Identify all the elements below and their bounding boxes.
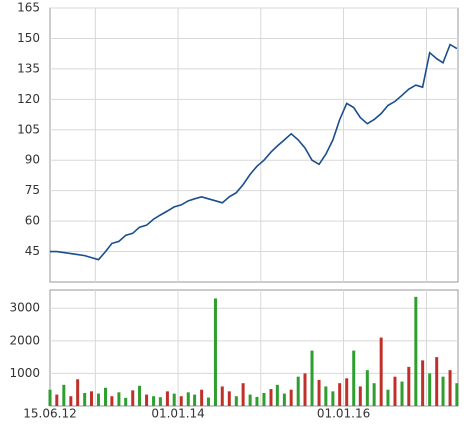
volume-bar: [117, 392, 121, 406]
volume-bar: [83, 392, 87, 406]
volume-bar: [179, 396, 183, 406]
volume-bar: [158, 397, 162, 406]
y-tick-label: 165: [17, 1, 40, 15]
volume-bar: [441, 376, 445, 406]
volume-bar: [372, 383, 376, 406]
volume-bar: [48, 389, 52, 406]
volume-bar: [97, 393, 101, 406]
y-tick-label: 1000: [9, 366, 40, 380]
volume-bar: [352, 350, 356, 406]
volume-bar: [131, 390, 135, 406]
y-tick-label: 90: [25, 153, 40, 167]
volume-bar: [76, 379, 80, 406]
volume-bar: [338, 383, 342, 406]
volume-bar: [200, 389, 204, 406]
x-tick-label: 01.01.14: [151, 407, 204, 421]
volume-bar: [262, 392, 266, 406]
volume-bar: [255, 396, 259, 406]
volume-bar: [193, 394, 197, 406]
y-tick-label: 120: [17, 92, 40, 106]
volume-bar: [455, 383, 459, 406]
volume-bar: [62, 384, 66, 406]
volume-bar: [296, 376, 300, 406]
y-tick-label: 135: [17, 61, 40, 75]
volume-bar: [89, 391, 93, 406]
volume-bar: [138, 385, 142, 406]
volume-bar: [213, 298, 217, 406]
y-tick-label: 2000: [9, 333, 40, 347]
volume-bar: [234, 396, 238, 406]
volume-panel: [49, 289, 459, 407]
price-line: [50, 43, 458, 261]
y-tick-label: 60: [25, 214, 40, 228]
volume-bar: [220, 386, 224, 406]
volume-bar: [331, 391, 335, 406]
volume-bar: [269, 389, 273, 406]
volume-bar: [227, 391, 231, 406]
x-tick-label: 01.01.16: [317, 407, 370, 421]
volume-bar: [303, 373, 307, 406]
price-panel: [49, 7, 459, 283]
volume-bar: [448, 370, 452, 406]
volume-bar: [289, 389, 293, 406]
volume-bar: [206, 397, 210, 406]
y-tick-label: 45: [25, 244, 40, 258]
volume-bar: [407, 366, 411, 406]
volume-bar: [55, 394, 59, 406]
volume-bar: [421, 360, 425, 406]
volume-bar: [435, 357, 439, 406]
volume-bar: [310, 350, 314, 406]
volume-bar: [386, 389, 390, 406]
volume-bar: [345, 378, 349, 406]
volume-bar: [186, 392, 190, 406]
volume-bar: [358, 386, 362, 406]
volume-bar: [172, 393, 176, 406]
volume-bar: [165, 391, 169, 406]
volume-bar: [152, 396, 156, 406]
volume-bar: [414, 296, 418, 406]
y-tick-label: 105: [17, 122, 40, 136]
volume-bar: [248, 394, 252, 406]
volume-bar: [282, 393, 286, 406]
volume-bar: [275, 384, 279, 406]
volume-bar: [428, 373, 432, 406]
volume-bar: [104, 387, 108, 406]
volume-bar: [324, 386, 328, 406]
y-tick-label: 3000: [9, 301, 40, 315]
volume-bar: [317, 379, 321, 406]
volume-bar: [400, 381, 404, 406]
y-tick-label: 75: [25, 183, 40, 197]
y-tick-label: 150: [17, 31, 40, 45]
volume-bar: [379, 337, 383, 406]
volume-bar: [393, 376, 397, 406]
volume-bar: [110, 396, 114, 406]
volume-bar: [241, 383, 245, 406]
volume-bar: [145, 394, 149, 406]
x-tick-label: 15.06.12: [23, 407, 76, 421]
volume-bar: [365, 370, 369, 406]
volume-bar: [124, 397, 128, 406]
volume-bar: [69, 396, 73, 406]
